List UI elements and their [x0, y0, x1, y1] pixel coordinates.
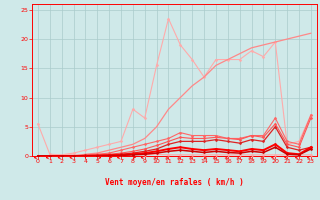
X-axis label: Vent moyen/en rafales ( km/h ): Vent moyen/en rafales ( km/h ) [105, 178, 244, 187]
